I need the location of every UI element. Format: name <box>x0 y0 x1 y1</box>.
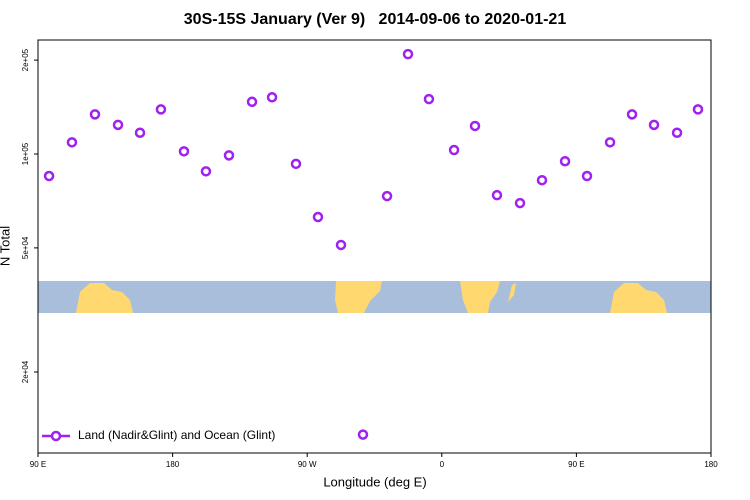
map-strip <box>38 281 711 313</box>
point <box>469 120 481 132</box>
point <box>692 104 704 115</box>
x-tick-label: 90 E <box>568 460 584 469</box>
y-tick-label: 5e+04 <box>21 236 30 259</box>
point <box>514 197 526 209</box>
point <box>423 93 435 105</box>
x-tick-label: 180 <box>166 460 180 469</box>
point <box>671 127 683 138</box>
land <box>335 281 382 313</box>
point <box>381 190 393 202</box>
point <box>402 48 414 60</box>
land <box>610 283 667 313</box>
point <box>290 158 302 170</box>
x-tick-label: 0 <box>440 460 445 469</box>
point <box>134 127 146 138</box>
point <box>536 174 548 186</box>
point <box>581 170 593 182</box>
x-tick-label: 90 W <box>298 460 317 469</box>
land <box>460 281 500 313</box>
y-tick-label: 2e+04 <box>21 360 30 383</box>
x-axis-label: Longitude (deg E) <box>323 474 426 489</box>
point <box>604 137 616 148</box>
point <box>626 109 638 120</box>
point <box>66 137 78 148</box>
x-tick-label: 180 <box>704 460 718 469</box>
y-axis-label: N Total <box>0 226 12 266</box>
y-tick-label: 2e+05 <box>21 48 30 71</box>
y-tick-label: 1e+05 <box>21 142 30 165</box>
point <box>200 166 212 177</box>
point <box>89 109 101 120</box>
legend-marker <box>50 430 62 442</box>
point <box>223 150 235 161</box>
point <box>648 119 660 131</box>
land <box>76 283 133 313</box>
point <box>112 119 124 131</box>
chart-title: 30S-15S January (Ver 9) 2014-09-06 to 20… <box>184 11 567 28</box>
land <box>508 283 516 302</box>
x-tick-label: 90 E <box>30 460 46 469</box>
legend-label: Land (Nadir&Glint) and Ocean (Glint) <box>78 428 275 442</box>
point <box>266 92 278 103</box>
point <box>155 104 167 115</box>
point <box>178 146 190 157</box>
point <box>357 429 369 440</box>
point <box>312 211 324 223</box>
point <box>491 189 503 201</box>
point <box>43 170 55 182</box>
plot-frame <box>37 39 712 454</box>
point <box>335 239 347 251</box>
point <box>559 155 571 167</box>
point <box>246 96 258 108</box>
point <box>448 144 460 156</box>
